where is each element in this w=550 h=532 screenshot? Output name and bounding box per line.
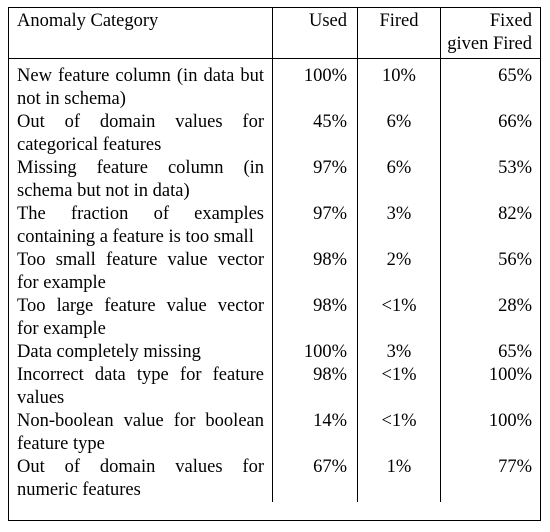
header-fixed-line1: Fixed	[489, 11, 532, 31]
cell-fired: 1%	[357, 456, 441, 502]
cell-fired: 3%	[357, 341, 441, 364]
cell-used: 98%	[272, 249, 358, 295]
cell-fixed: 100%	[488, 411, 532, 431]
cell-used: 67%	[272, 456, 358, 502]
cell-category: Too large feature value vector for examp…	[9, 295, 273, 341]
cell-used: 97%	[272, 157, 358, 203]
cell-fixed: 66%	[498, 112, 532, 132]
table-body: New feature column (in data but not in s…	[9, 58, 540, 502]
cell-category: Missing feature column (in schema but no…	[9, 157, 273, 203]
cell-fired: 3%	[357, 203, 441, 249]
table-row: Too large feature value vector for examp…	[9, 295, 540, 341]
table-header: Anomaly Category Used Fired Fixed given …	[9, 8, 540, 59]
cell-fired: 6%	[357, 157, 441, 203]
cell-category: Data completely missing	[9, 341, 273, 364]
header-fired: Fired	[357, 8, 441, 59]
cell-fired: <1%	[357, 364, 441, 410]
table-row: Data completely missing 100% 3% 65%	[9, 341, 540, 364]
anomaly-table: Anomaly Category Used Fired Fixed given …	[9, 8, 540, 502]
cell-category: Non-boolean value for boolean feature ty…	[9, 410, 273, 456]
cell-used: 45%	[272, 111, 358, 157]
cell-fired: 2%	[357, 249, 441, 295]
cell-category: Out of domain values for categorical fea…	[9, 111, 273, 157]
header-fixed-line2: given Fired	[447, 34, 532, 54]
cell-fired: <1%	[357, 295, 441, 341]
header-row: Anomaly Category Used Fired Fixed given …	[9, 8, 540, 59]
header-anomaly-category: Anomaly Category	[9, 8, 273, 59]
cell-used: 98%	[272, 295, 358, 341]
table-row: New feature column (in data but not in s…	[9, 58, 540, 111]
table-row: Incorrect data type for feature values 9…	[9, 364, 540, 410]
cell-fixed: 56%	[498, 250, 532, 270]
cell-category: Incorrect data type for feature values	[9, 364, 273, 410]
cell-category: The fraction of examples containing a fe…	[9, 203, 273, 249]
cell-used: 100%	[272, 58, 358, 111]
cell-fixed: 100%	[488, 365, 532, 385]
table-row: The fraction of examples containing a fe…	[9, 203, 540, 249]
anomaly-table-container: Anomaly Category Used Fired Fixed given …	[8, 7, 541, 521]
table-row: Out of domain values for numeric feature…	[9, 456, 540, 502]
cell-used: 14%	[272, 410, 358, 456]
cell-fired: <1%	[357, 410, 441, 456]
table-row: Non-boolean value for boolean feature ty…	[9, 410, 540, 456]
cell-category: Too small feature value vector for examp…	[9, 249, 273, 295]
cell-fixed: 77%	[498, 457, 532, 477]
cell-used: 97%	[272, 203, 358, 249]
cell-category: Out of domain values for numeric feature…	[9, 456, 273, 502]
cell-fixed: 28%	[498, 296, 532, 316]
table-row: Too small feature value vector for examp…	[9, 249, 540, 295]
cell-fired: 6%	[357, 111, 441, 157]
cell-fixed: 65%	[498, 66, 532, 86]
header-used: Used	[272, 8, 358, 59]
cell-category: New feature column (in data but not in s…	[9, 58, 273, 111]
cell-fixed: 82%	[498, 204, 532, 224]
cell-used: 98%	[272, 364, 358, 410]
table-row: Missing feature column (in schema but no…	[9, 157, 540, 203]
cell-fired: 10%	[357, 58, 441, 111]
cell-fixed: 53%	[498, 158, 532, 178]
cell-fixed: 65%	[498, 342, 532, 362]
table-row: Out of domain values for categorical fea…	[9, 111, 540, 157]
header-fixed-given-fired: Fixed given Fired	[441, 8, 541, 59]
cell-used: 100%	[272, 341, 358, 364]
